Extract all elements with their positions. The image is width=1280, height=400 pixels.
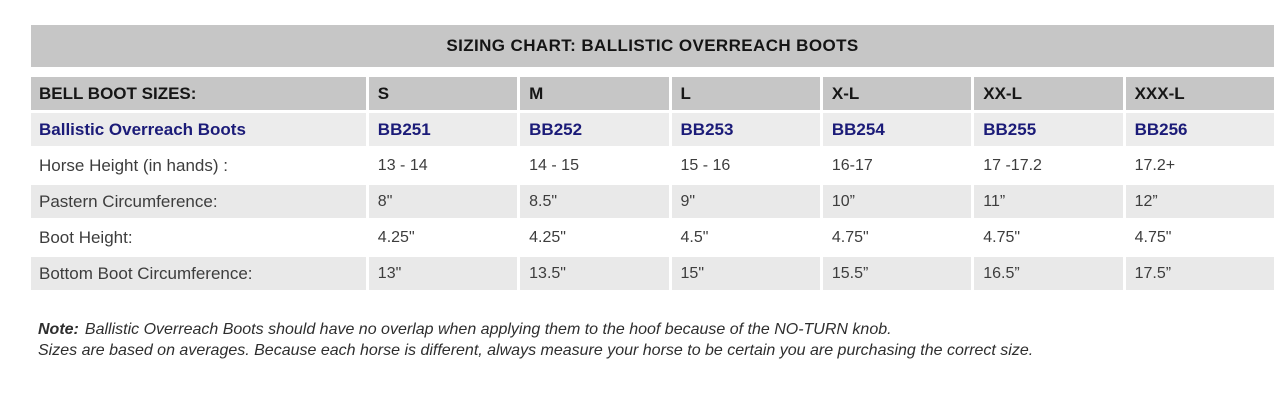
table-cell: BB252 — [517, 113, 669, 149]
table-cell: 10” — [819, 185, 972, 221]
table-row-pastern-circumference: Pastern Circumference: 8" 8.5" 9" 10” 11… — [31, 185, 1274, 221]
table-cell: 17.5” — [1122, 257, 1274, 293]
column-header-xxl: XX-L — [971, 77, 1123, 113]
table-cell: BB251 — [365, 113, 518, 149]
table-row-product-codes: Ballistic Overreach Boots BB251 BB252 BB… — [31, 113, 1274, 149]
table-header-row: BELL BOOT SIZES: S M L X-L XX-L XXX-L — [31, 77, 1274, 113]
table-cell: 4.25" — [517, 221, 669, 257]
table-cell: 11” — [971, 185, 1123, 221]
table-cell: BB253 — [668, 113, 820, 149]
header-label-bell-boot-sizes: BELL BOOT SIZES: — [31, 77, 366, 113]
table-cell: 13" — [365, 257, 518, 293]
table-cell: 15.5” — [819, 257, 972, 293]
table-row-bottom-boot-circumference: Bottom Boot Circumference: 13" 13.5" 15"… — [31, 257, 1274, 293]
column-header-xxxl: XXX-L — [1122, 77, 1274, 113]
note-prefix: Note: — [38, 321, 79, 338]
table-row-boot-height: Boot Height: 4.25" 4.25" 4.5" 4.75" 4.75… — [31, 221, 1274, 257]
table-cell: 16.5” — [971, 257, 1123, 293]
note-line-2: Sizes are based on averages. Because eac… — [38, 342, 1034, 359]
column-header-m: M — [517, 77, 669, 113]
column-header-l: L — [668, 77, 820, 113]
row-label: Horse Height (in hands) : — [31, 149, 366, 185]
table-cell: 9" — [668, 185, 820, 221]
table-cell: BB255 — [971, 113, 1123, 149]
table-cell: 4.25" — [365, 221, 518, 257]
table-cell: 12” — [1122, 185, 1274, 221]
note-line-1: Note: Ballistic Overreach Boots should ha… — [38, 319, 1274, 340]
table-cell: 8.5" — [517, 185, 669, 221]
table-cell: 17.2+ — [1122, 149, 1274, 185]
table-cell: 4.75" — [819, 221, 972, 257]
table-cell: BB254 — [819, 113, 972, 149]
table-cell: 15 - 16 — [668, 149, 820, 185]
column-header-s: S — [365, 77, 518, 113]
row-label: Pastern Circumference: — [31, 185, 366, 221]
table-cell: 4.75" — [1122, 221, 1274, 257]
table-cell: 8" — [365, 185, 518, 221]
note-section: Note: Ballistic Overreach Boots should ha… — [38, 319, 1274, 361]
chart-title-bar: SIZING CHART: BALLISTIC OVERREACH BOOTS — [31, 25, 1274, 67]
table-cell: 13 - 14 — [365, 149, 518, 185]
table-cell: 16-17 — [819, 149, 972, 185]
table-cell: BB256 — [1122, 113, 1274, 149]
column-header-xl: X-L — [819, 77, 972, 113]
note-line-1-text: Ballistic Overreach Boots should have no… — [84, 321, 892, 338]
table-cell: 15" — [668, 257, 820, 293]
table-cell: 13.5" — [517, 257, 669, 293]
row-label: Ballistic Overreach Boots — [31, 113, 366, 149]
sizing-chart-page: SIZING CHART: BALLISTIC OVERREACH BOOTS … — [31, 25, 1274, 361]
row-label: Boot Height: — [31, 221, 366, 257]
sizing-table: BELL BOOT SIZES: S M L X-L XX-L XXX-L Ba… — [31, 77, 1274, 293]
table-cell: 4.75" — [971, 221, 1123, 257]
table-cell: 4.5" — [668, 221, 820, 257]
table-cell: 17 -17.2 — [971, 149, 1123, 185]
chart-title: SIZING CHART: BALLISTIC OVERREACH BOOTS — [446, 36, 859, 55]
row-label: Bottom Boot Circumference: — [31, 257, 366, 293]
table-cell: 14 - 15 — [517, 149, 669, 185]
table-row-horse-height: Horse Height (in hands) : 13 - 14 14 - 1… — [31, 149, 1274, 185]
